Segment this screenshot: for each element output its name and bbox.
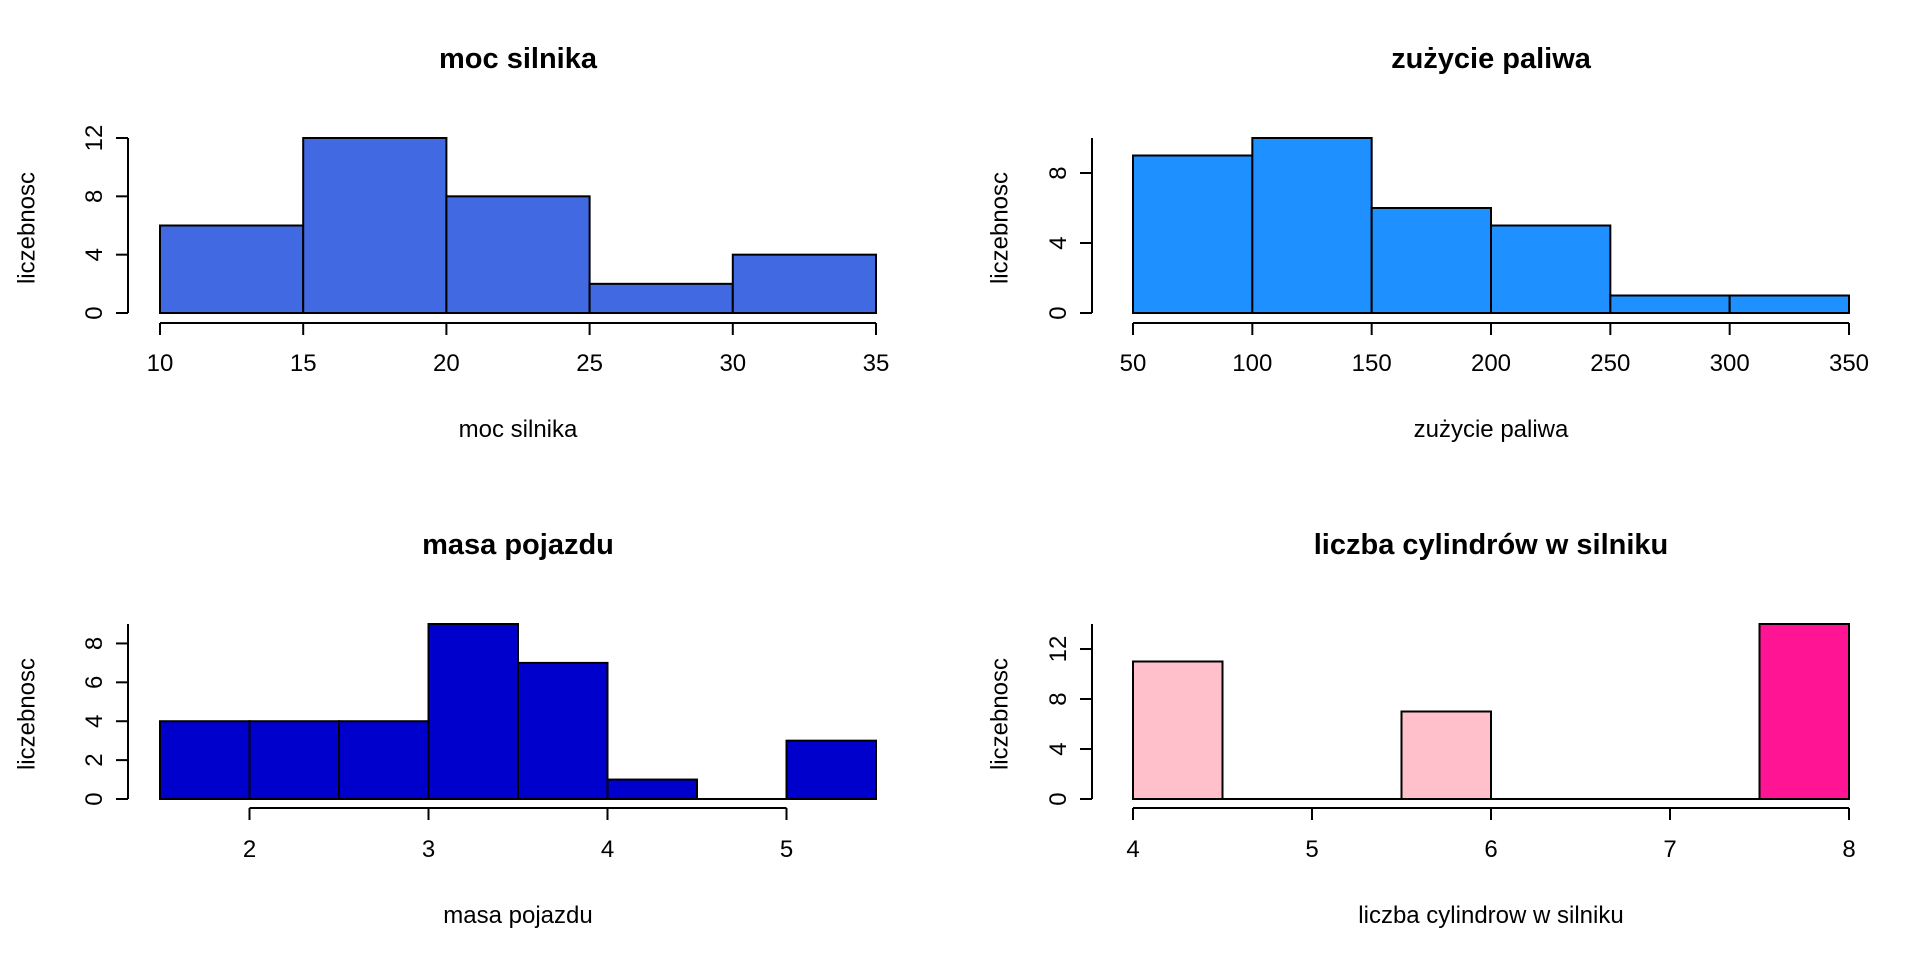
x-tick-label: 50 [1120,350,1147,377]
histogram-bar [1758,623,1850,800]
y-axis-label: liczebnosc [13,658,40,770]
histogram-bar [248,720,340,801]
x-tick-label: 6 [1484,836,1497,863]
x-axis: 2 3 4 5 [243,807,793,863]
y-tick-label: 2 [81,753,108,766]
y-tick-label: 8 [1045,166,1072,179]
y-axis: 0 2 4 6 8 [81,624,129,806]
histogram-bar [606,778,698,800]
histogram-bar [1132,660,1224,800]
x-tick-label: 20 [433,350,460,377]
x-axis-label: zużycie paliwa [1414,416,1569,443]
y-tick-label: 4 [81,248,108,261]
histogram-bar [159,224,305,314]
histogram-bar [785,739,877,801]
y-tick-label: 4 [81,715,108,728]
y-tick-label: 4 [1045,236,1072,249]
x-tick-label: 300 [1710,350,1750,377]
y-tick-label: 0 [81,792,108,805]
histogram-bar [1728,294,1850,314]
y-tick-label: 8 [81,637,108,650]
x-tick-label: 2 [243,836,256,863]
y-axis-label: liczebnosc [986,172,1013,284]
x-tick-label: 350 [1829,350,1869,377]
y-tick-label: 4 [1045,742,1072,755]
histogram-bar [445,195,591,314]
histogram-bar [338,720,430,801]
histogram-bar [588,282,734,315]
x-axis-label: liczba cylindrow w silniku [1358,902,1623,929]
x-axis-label: moc silnika [459,416,578,443]
x-tick-label: 30 [719,350,746,377]
y-tick-label: 12 [1045,636,1072,663]
y-axis-label: liczebnosc [986,658,1013,770]
histogram-bar [731,253,877,315]
x-tick-label: 3 [422,836,435,863]
y-tick-label: 0 [1045,306,1072,319]
histogram-bar [1609,294,1731,314]
x-tick-label: 35 [863,350,890,377]
x-tick-label: 150 [1352,350,1392,377]
y-tick-label: 6 [81,676,108,689]
histogram-panel-4: liczba cylindrów w silniku 0 4 8 12 4 5 6 7 8 licz… [986,529,1855,929]
x-axis: 50 100 150 200 250 300 350 [1120,322,1869,377]
y-tick-label: 8 [81,190,108,203]
y-axis-label: liczebnosc [13,172,40,284]
x-axis: 10 15 20 25 30 35 [147,322,890,377]
x-tick-label: 100 [1232,350,1272,377]
x-tick-label: 8 [1842,836,1855,863]
x-axis: 4 5 6 7 8 [1126,807,1856,863]
y-axis: 0 4 8 [1045,138,1093,320]
chart-title: masa pojazdu [422,529,614,561]
x-tick-label: 25 [576,350,603,377]
histogram-bar [517,661,609,801]
histogram-bar [1370,207,1492,314]
histogram-panel-2: zużycie paliwa 0 4 8 50 100 150 200 250 300 350 zuż… [986,43,1869,443]
y-tick-label: 12 [81,125,108,152]
x-tick-label: 10 [147,350,174,377]
histogram-bar [1490,224,1612,314]
histogram-bar [1400,710,1492,800]
histogram-bar [302,137,448,314]
x-tick-label: 15 [290,350,317,377]
chart-title: moc silnika [439,43,598,75]
x-tick-label: 200 [1471,350,1511,377]
x-tick-label: 4 [1126,836,1139,863]
chart-title: liczba cylindrów w silniku [1314,529,1669,561]
x-tick-label: 7 [1663,836,1676,863]
y-tick-label: 0 [1045,792,1072,805]
histogram-bar [1251,137,1373,314]
y-axis: 0 4 8 12 [1045,624,1093,806]
y-tick-label: 0 [81,306,108,319]
histogram-panel-3: masa pojazdu 0 2 4 6 8 2 3 4 5 masa pojazdu liczebn… [13,529,877,929]
chart-title: zużycie paliwa [1391,43,1592,75]
histogram-bar [427,623,519,800]
y-axis: 0 4 8 12 [81,125,129,320]
x-axis-label: masa pojazdu [443,902,592,929]
x-tick-label: 5 [1305,836,1318,863]
histogram-panel-1: moc silnika 0 4 8 12 10 15 20 25 30 35 moc silnika l… [13,43,889,443]
x-tick-label: 5 [780,836,793,863]
y-tick-label: 8 [1045,692,1072,705]
x-tick-label: 250 [1590,350,1630,377]
x-tick-label: 4 [601,836,614,863]
histogram-bar [159,720,251,801]
histogram-bar [1132,154,1254,314]
